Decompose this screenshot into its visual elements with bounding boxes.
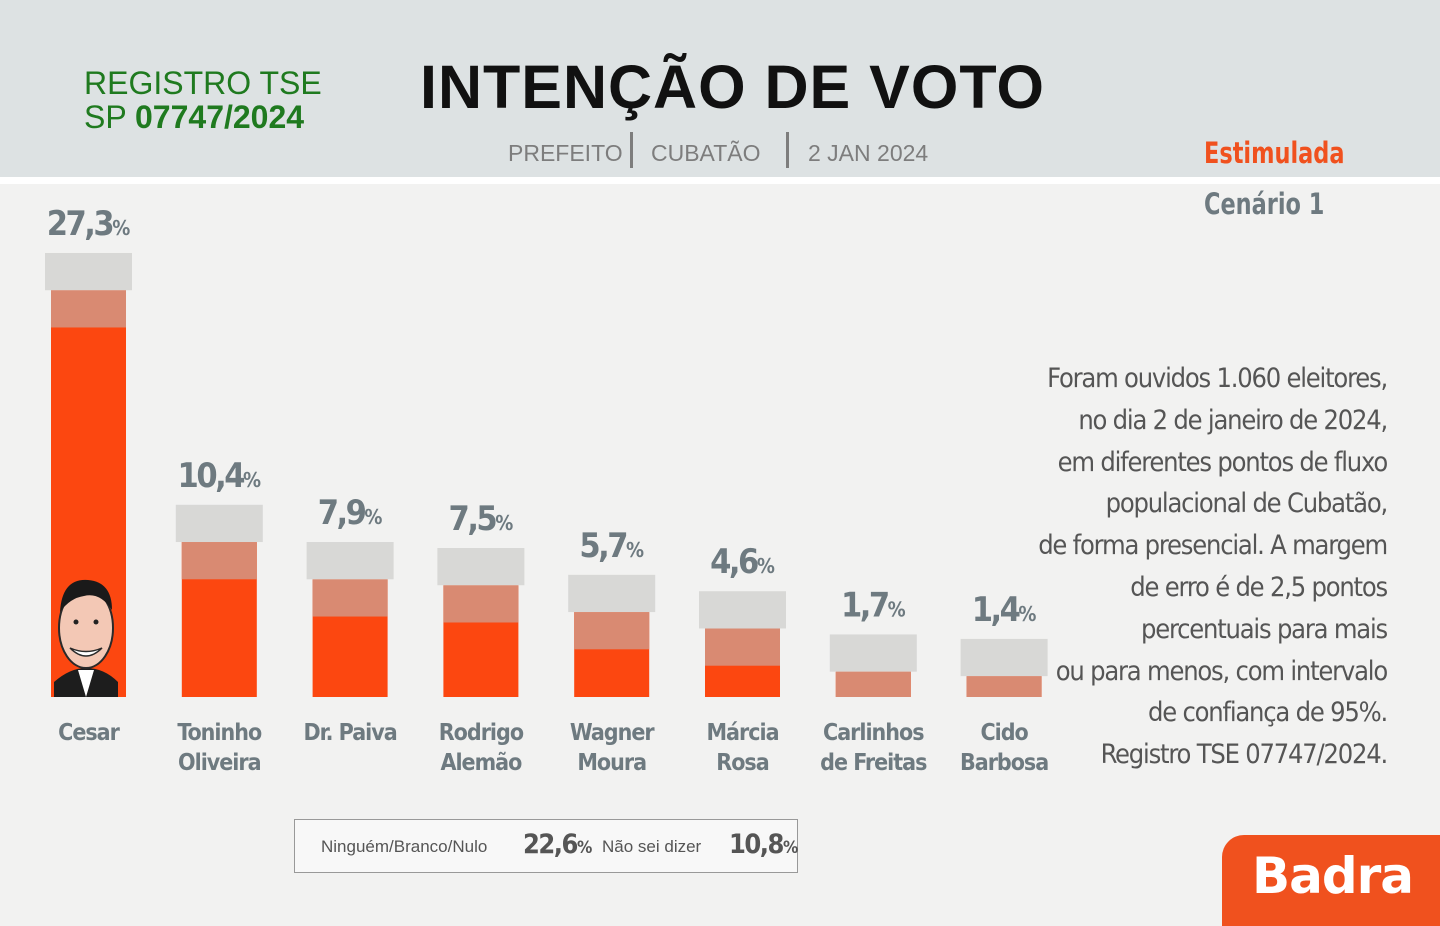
value-label: 7,5% <box>449 499 514 539</box>
category-label: Oliveira <box>178 750 261 776</box>
caricature-hair <box>60 579 112 612</box>
logo-text: Badra <box>1252 847 1414 905</box>
page-title: INTENÇÃO DE VOTO <box>420 53 1045 121</box>
subtitle-cargo: PREFEITO <box>508 140 623 166</box>
value-number: 7,5 <box>449 499 497 539</box>
margin-band-outer <box>699 591 786 629</box>
methodology-line: de forma presencial. A margem <box>1038 530 1388 562</box>
value-unit: % <box>112 216 130 240</box>
methodology-line: em diferentes pontos de fluxo <box>1057 446 1389 478</box>
category-label: Wagner <box>570 720 656 746</box>
methodology-line: Registro TSE 07747/2024. <box>1100 739 1389 771</box>
category-label: Toninho <box>177 720 262 746</box>
value-number: 4,6 <box>710 542 758 582</box>
value-label: 1,4% <box>972 590 1037 630</box>
category-label: Dr. Paiva <box>303 720 396 746</box>
nsd-value: 10,8% <box>729 829 798 860</box>
value-unit: % <box>626 538 644 562</box>
subtitle-data: 2 JAN 2024 <box>808 140 929 166</box>
value-unit: % <box>1018 602 1036 626</box>
subtitle-separator <box>786 132 789 168</box>
badra-logo: Badra <box>1222 835 1440 926</box>
category-label: Cesar <box>58 720 121 746</box>
value-number: 27,3 <box>47 204 113 244</box>
value-label: 7,9% <box>318 493 383 533</box>
category-label: Cido <box>980 720 1028 746</box>
margin-band-inner <box>574 612 650 650</box>
category-label: Barbosa <box>960 750 1048 776</box>
caricature-eye <box>73 619 79 625</box>
margin-band-outer <box>437 548 525 586</box>
methodology-line: Foram ouvidos 1.060 eleitores, <box>1047 363 1388 394</box>
margin-band-outer <box>960 638 1048 677</box>
margin-band-outer <box>175 504 263 543</box>
margin-band-inner <box>181 542 257 580</box>
scenario-label: Cenário 1 <box>1204 187 1325 221</box>
registro-number: 07747/2024 <box>135 99 305 135</box>
methodology-note: Foram ouvidos 1.060 eleitores, no dia 2 d… <box>1027 358 1389 776</box>
nulo-label: Ninguém/Branco/Nulo <box>321 837 488 856</box>
nulo-value: 22,6% <box>523 829 592 860</box>
methodology-line: de confiança de 95%. <box>1147 697 1388 729</box>
nsd-label: Não sei dizer <box>602 837 702 856</box>
methodology-line: percentuais para mais <box>1140 613 1388 645</box>
value-number: 7,9 <box>318 493 366 533</box>
value-label: 5,7% <box>579 526 644 566</box>
margin-band-inner <box>966 676 1042 697</box>
category-label: Moura <box>577 750 646 776</box>
nsd-unit: % <box>782 838 799 858</box>
value-unit: % <box>243 468 261 492</box>
margin-band-inner <box>705 628 780 666</box>
methodology-line: de erro é de 2,5 pontos <box>1130 571 1388 603</box>
value-number: 1,4 <box>972 590 1020 630</box>
methodology-line: no dia 2 de janeiro de 2024, <box>1078 404 1388 436</box>
registro-prefix: SP <box>84 99 135 135</box>
margin-band-inner <box>51 290 126 328</box>
category-label: Alemão <box>440 750 522 776</box>
value-unit: % <box>888 597 906 621</box>
value-unit: % <box>364 505 382 529</box>
margin-band-outer <box>829 634 917 672</box>
value-number: 5,7 <box>579 526 626 566</box>
nulo-number: 22,6 <box>523 829 578 860</box>
value-unit: % <box>495 511 513 535</box>
value-label: 27,3% <box>47 204 131 244</box>
category-label: Márcia <box>706 720 778 746</box>
category-label: Rosa <box>716 750 768 776</box>
methodology-line: ou para menos, com intervalo <box>1055 655 1388 687</box>
margin-band-outer <box>568 574 656 613</box>
value-label: 10,4% <box>178 456 262 496</box>
registro-tse: REGISTRO TSE SP 07747/2024 <box>84 66 322 134</box>
margin-band-inner <box>443 585 519 623</box>
subtitle-separator <box>630 132 633 168</box>
margin-band-inner <box>835 671 911 697</box>
survey-type: Estimulada <box>1204 136 1345 170</box>
nulo-unit: % <box>576 838 593 858</box>
nsd-number: 10,8 <box>729 829 784 860</box>
value-unit: % <box>757 554 775 578</box>
category-label: de Freitas <box>820 750 927 776</box>
value-number: 1,7 <box>841 585 888 625</box>
category-label: Carlinhos <box>823 720 924 746</box>
candidate-caricature <box>54 579 118 697</box>
others-box: Ninguém/Branco/Nulo 22,6% Não sei dizer … <box>294 819 798 873</box>
value-number: 10,4 <box>178 456 245 496</box>
caricature-eye <box>93 619 99 625</box>
caricature-shirt <box>78 670 94 697</box>
value-label: 1,7% <box>841 585 906 625</box>
value-label: 4,6% <box>710 542 775 582</box>
margin-band-inner <box>312 579 388 617</box>
margin-band-outer <box>306 542 394 580</box>
subtitle-cidade: CUBATÃO <box>651 140 761 166</box>
category-label: Rodrigo <box>439 720 524 746</box>
header-divider <box>0 177 1440 184</box>
caricature-smile <box>69 647 103 657</box>
margin-band-outer <box>45 252 132 291</box>
header-band <box>0 0 1440 177</box>
registro-number-line: SP 07747/2024 <box>84 100 322 134</box>
registro-label: REGISTRO TSE <box>84 65 322 101</box>
methodology-line: populacional de Cubatão, <box>1105 488 1389 520</box>
